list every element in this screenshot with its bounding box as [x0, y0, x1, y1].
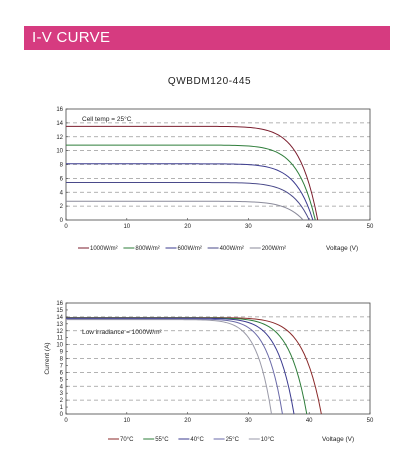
legend-label: 70°C — [120, 437, 134, 443]
y-tick-label: 14 — [56, 121, 63, 127]
legend-label: 400W/m² — [220, 246, 244, 252]
legend-label: 600W/m² — [178, 246, 202, 252]
y-tick-label: 13 — [56, 322, 63, 328]
plot-annotation: Low irradiance = 1000W/m² — [82, 329, 162, 336]
y-tick-label: 4 — [60, 384, 64, 390]
y-tick-label: 9 — [60, 350, 64, 356]
y-tick-label: 6 — [60, 176, 64, 182]
x-axis-label: Voltage (V) — [326, 245, 358, 252]
y-tick-label: 8 — [60, 163, 64, 169]
series-line — [66, 182, 310, 221]
plot-annotation: Cell temp = 25°C — [82, 115, 132, 123]
series-line — [66, 144, 316, 221]
x-tick-label: 30 — [245, 224, 252, 230]
legend-label: 25°C — [226, 437, 240, 443]
iv-curve-irradiance-chart: 0 2 4 6 8 10 12 14 16 0 10 20 30 40 50 Cell temp = 25°C… — [56, 107, 374, 252]
section-title-banner: I-V CURVE — [24, 26, 390, 50]
y-tick-label: 11 — [57, 336, 64, 342]
x-tick-label: 30 — [245, 418, 252, 424]
y-tick-label: 14 — [56, 315, 63, 321]
x-tick-label: 40 — [306, 224, 313, 230]
y-tick-label: 16 — [56, 301, 63, 307]
section-title: I-V CURVE — [32, 29, 111, 46]
y-tick-label: 0 — [60, 412, 64, 418]
x-tick-label: 10 — [123, 418, 130, 424]
x-tick-label: 20 — [184, 224, 191, 230]
y-tick-label: 5 — [60, 377, 64, 383]
x-tick-label: 40 — [306, 418, 313, 424]
x-tick-label: 20 — [184, 418, 191, 424]
x-tick-label: 50 — [367, 418, 374, 424]
legend-label: 40°C — [190, 437, 204, 443]
x-tick-label: 50 — [367, 224, 374, 230]
legend-label: 800W/m² — [135, 246, 159, 252]
y-tick-label: 12 — [56, 329, 63, 335]
y-tick-label: 6 — [60, 370, 64, 376]
legend-label: 1000W/m² — [90, 246, 118, 252]
legend-label: 55°C — [155, 437, 169, 443]
y-tick-label: 0 — [60, 218, 64, 224]
y-tick-label: 2 — [60, 398, 64, 404]
x-tick-label: 0 — [64, 224, 68, 230]
series-line — [66, 125, 319, 221]
y-tick-label: 4 — [60, 190, 64, 196]
y-tick-label: 12 — [56, 135, 63, 141]
series-line — [66, 200, 304, 221]
series-line — [66, 317, 295, 415]
y-tick-label: 3 — [60, 391, 64, 397]
y-tick-label: 15 — [56, 308, 63, 314]
series-line — [66, 318, 283, 415]
y-tick-label: 16 — [56, 107, 63, 113]
y-axis-label: Current (A) — [44, 342, 51, 374]
series-line — [66, 319, 272, 415]
y-tick-label: 7 — [60, 363, 64, 369]
legend-label: 200W/m² — [262, 246, 286, 252]
y-tick-label: 10 — [56, 149, 63, 155]
series-line — [66, 163, 314, 221]
x-tick-label: 10 — [123, 224, 130, 230]
y-tick-label: 1 — [60, 405, 64, 411]
y-tick-label: 10 — [56, 343, 63, 349]
legend-label: 10°C — [261, 437, 275, 443]
x-axis-label: Voltage (V) — [322, 436, 354, 443]
model-name: QWBDM120-445 — [167, 76, 252, 87]
x-tick-label: 0 — [64, 418, 68, 424]
y-tick-label: 2 — [60, 204, 64, 210]
y-tick-label: 8 — [60, 357, 64, 363]
